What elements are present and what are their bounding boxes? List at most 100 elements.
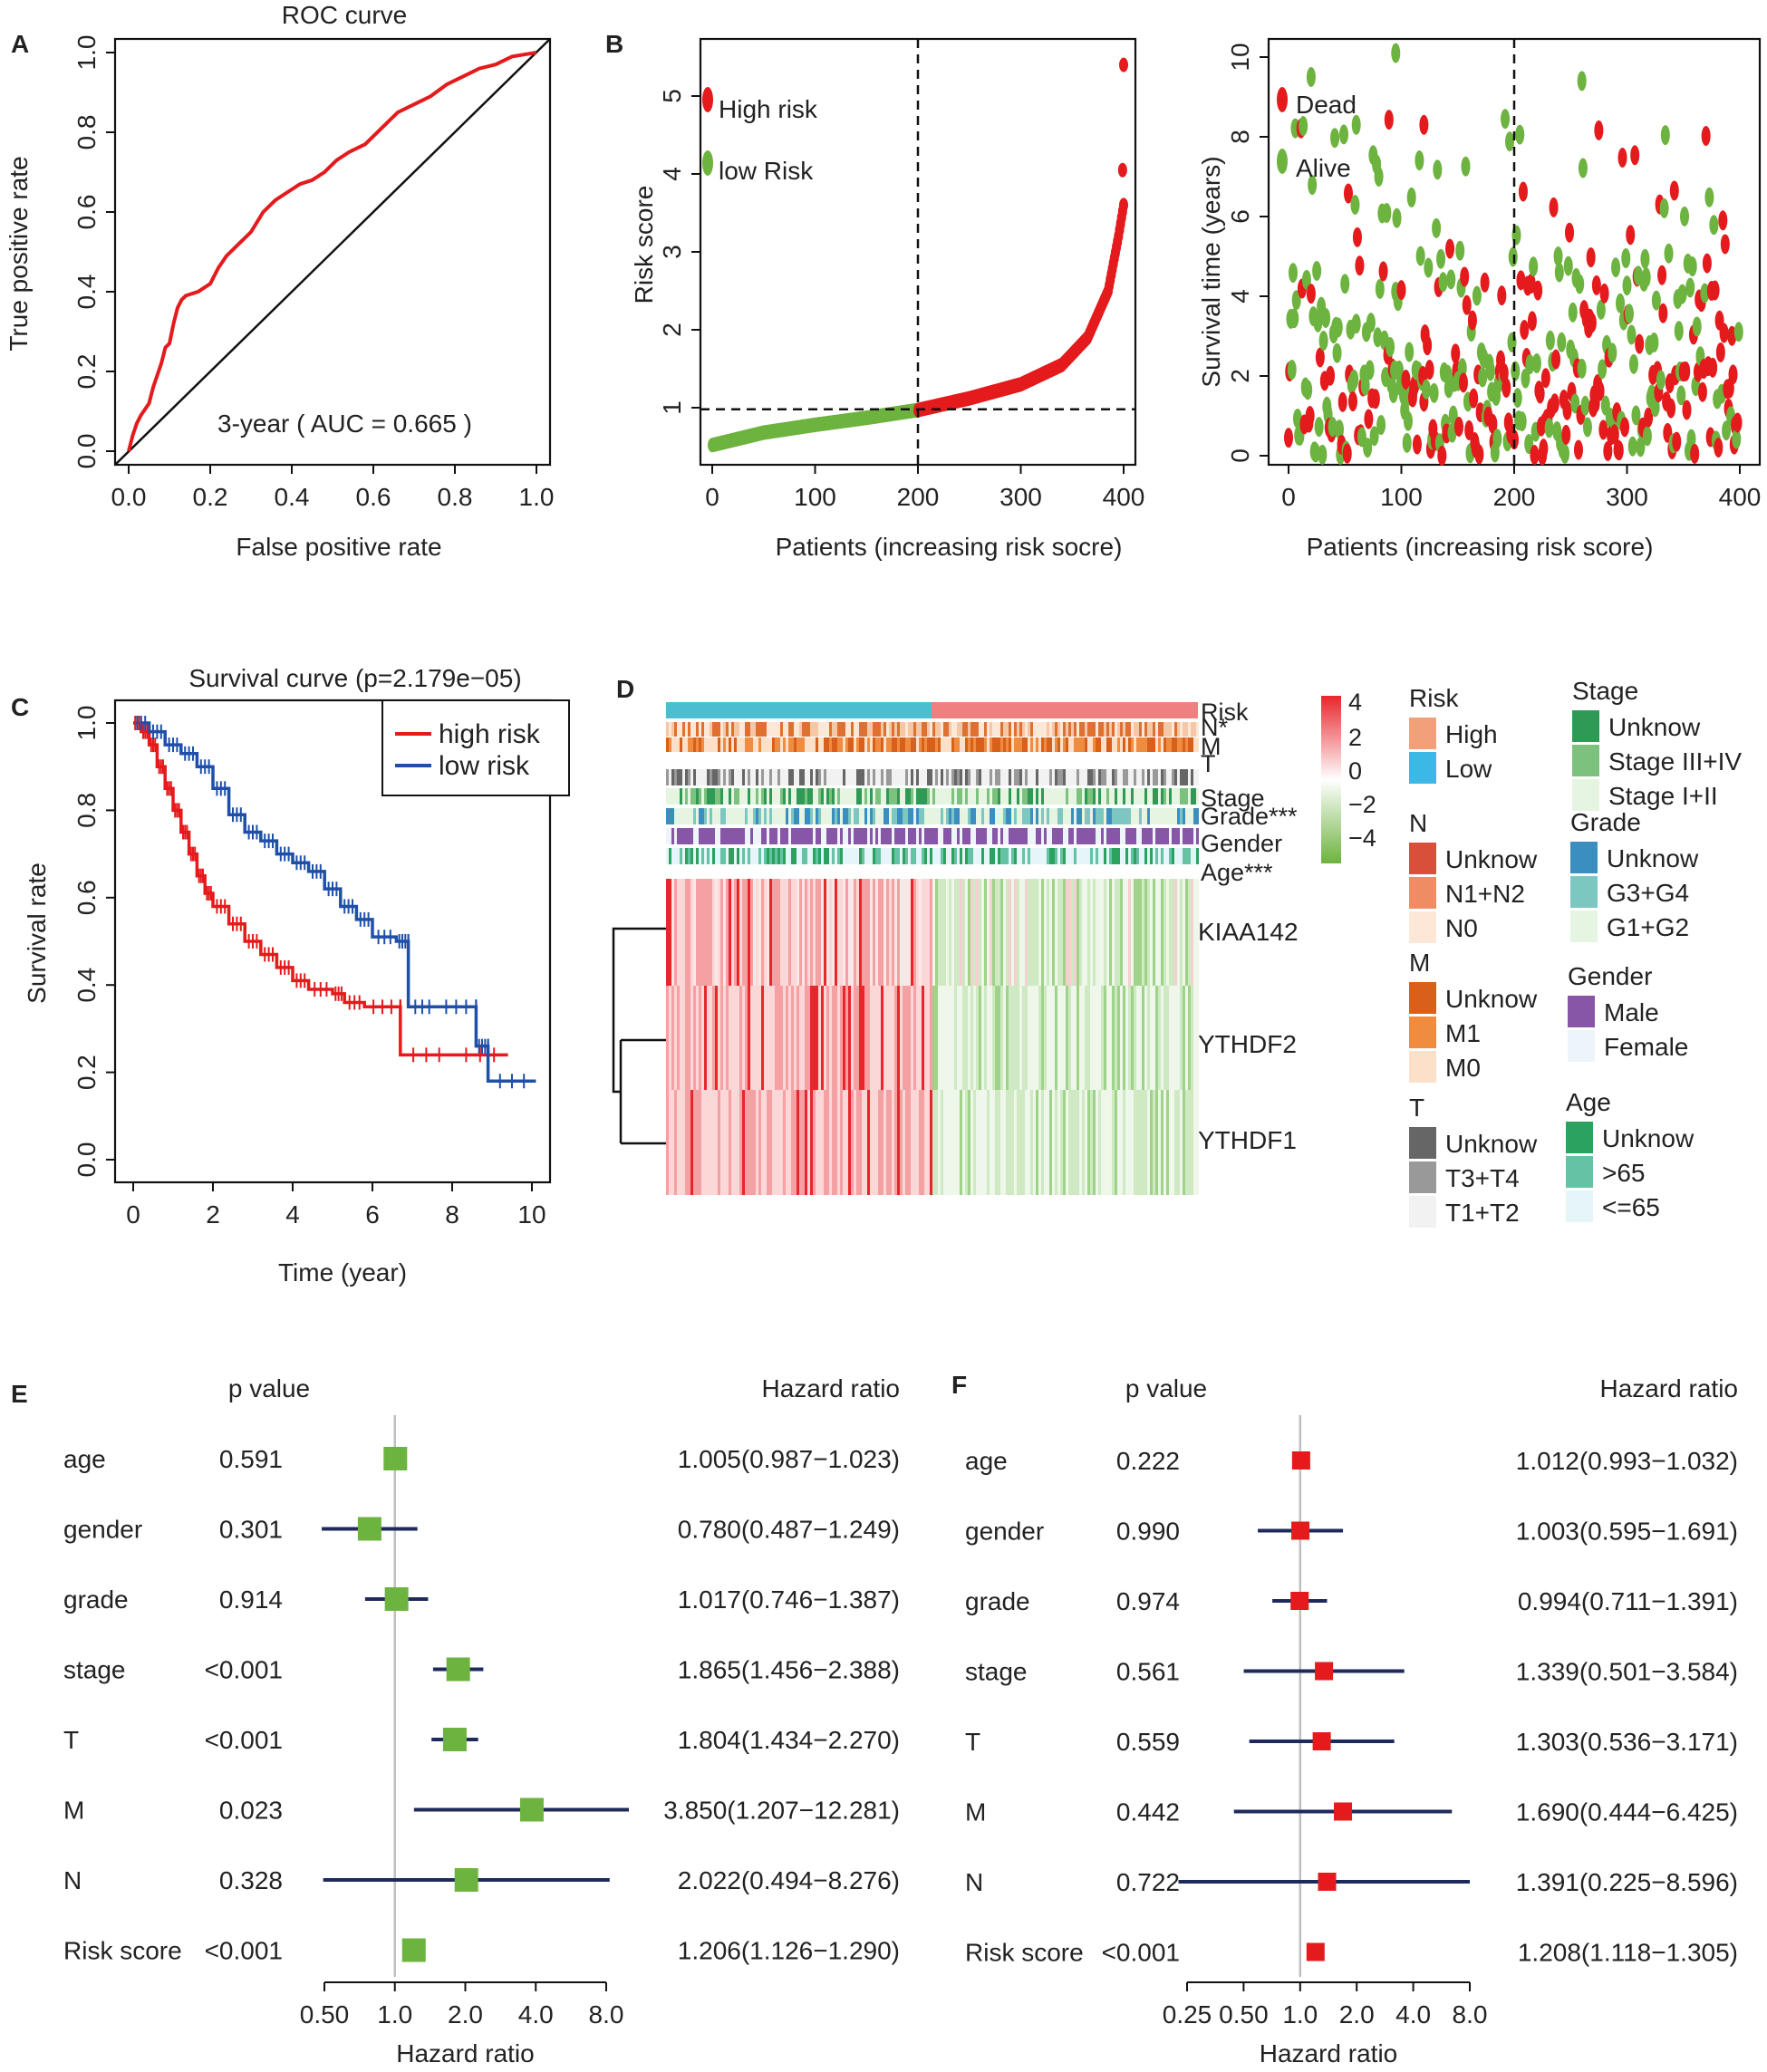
annotation-m-cell <box>685 737 688 752</box>
annotation-m-cell <box>726 737 729 752</box>
survival-time-point <box>1586 247 1596 268</box>
risk-xtick-label: 200 <box>897 483 940 511</box>
annotation-n-cell <box>1047 722 1049 737</box>
survival-time-point <box>1350 195 1360 216</box>
annotation-age-cell <box>970 848 973 864</box>
heatmap-cell <box>726 1090 729 1195</box>
annotation-n-cell <box>981 722 984 737</box>
heatmap-cell <box>916 986 919 1090</box>
annotation-gender-cell <box>731 828 734 844</box>
annotation-m-cell <box>1098 737 1101 752</box>
survival-time-point <box>1622 275 1632 296</box>
heatmap-cell <box>767 986 769 1090</box>
heatmap-cell <box>1142 986 1144 1090</box>
annotation-t-cell <box>1183 769 1185 785</box>
heatmap-cell <box>712 1090 715 1195</box>
annotation-age-cell <box>1117 848 1120 864</box>
annotation-m-cell <box>1131 737 1134 752</box>
annotation-t-cell <box>1009 769 1011 785</box>
heatmap-cell <box>690 1090 693 1195</box>
annotation-stage-cell <box>924 788 927 805</box>
heatmap-cell <box>674 986 677 1090</box>
heatmap-cell <box>1017 1090 1019 1195</box>
annotation-m-cell <box>962 737 965 752</box>
annotation-grade-cell <box>995 808 998 824</box>
annotation-t-cell <box>992 769 995 785</box>
annotation-gender-cell <box>875 828 878 844</box>
heatmap-cell <box>854 986 856 1090</box>
annotation-age-cell <box>905 848 908 864</box>
survival-time-point <box>1682 400 1692 420</box>
heatmap-cell <box>1193 879 1196 986</box>
annotation-n-cell <box>1033 722 1036 737</box>
annotation-n-cell <box>805 722 807 737</box>
annotation-grade-cell <box>981 808 984 824</box>
annotation-age-cell <box>742 848 745 864</box>
annotation-m-cell <box>1019 737 1022 752</box>
annotation-stage-cell <box>848 788 851 805</box>
survival-time-point <box>1284 428 1293 448</box>
annotation-n-cell <box>954 722 957 737</box>
survival-time-point <box>1403 410 1413 431</box>
survival-time-point <box>1714 437 1724 458</box>
annotation-stage-cell <box>1071 788 1074 805</box>
heatmap-cell <box>957 1090 960 1195</box>
annotation-m-cell <box>734 737 737 752</box>
legend-title: Age <box>1566 1088 1611 1116</box>
survival-time-point <box>1339 124 1349 145</box>
annotation-stage-cell <box>1096 788 1098 805</box>
annotation-stage-cell <box>900 788 903 805</box>
annotation-age-cell <box>946 848 949 864</box>
heatmap-cell <box>1055 986 1057 1090</box>
annotation-stage-cell <box>919 788 922 805</box>
annotation-m-cell <box>750 737 753 752</box>
heatmap-cell <box>829 986 832 1090</box>
annotation-gender-cell <box>837 828 840 844</box>
annotation-gender-cell <box>1153 828 1155 844</box>
annotation-age-cell <box>894 848 897 864</box>
annotation-age-cell <box>1074 848 1077 864</box>
annotation-age-cell <box>840 848 843 864</box>
annotation-t-cell <box>913 769 916 785</box>
panel-label-d: D <box>616 675 634 703</box>
annotation-n-cell <box>764 722 767 737</box>
annotation-t-cell <box>794 769 797 785</box>
annotation-t-cell <box>1188 769 1191 785</box>
survival-time-point <box>1535 383 1545 404</box>
annotation-n-cell <box>791 722 794 737</box>
annotation-t-cell <box>1036 769 1038 785</box>
annotation-gender-cell <box>897 828 900 844</box>
heatmap-cell <box>1174 986 1177 1090</box>
forest-row-label: stage <box>965 1658 1028 1686</box>
annotation-grade-cell <box>818 808 821 824</box>
annotation-m-cell <box>1174 737 1177 752</box>
annotation-stage-cell <box>750 788 753 805</box>
annotation-age-cell <box>802 848 805 864</box>
annotation-stage-cell <box>1134 788 1136 805</box>
annotation-grade-cell <box>1057 808 1060 824</box>
annotation-age-cell <box>1193 848 1196 864</box>
legend-dead: Dead <box>1296 91 1357 119</box>
legend-item-label: Unknow <box>1608 713 1701 741</box>
forest-row-hr-text: 1.206(1.126−1.290) <box>678 1937 900 1965</box>
annotation-t-cell <box>916 769 919 785</box>
legend-swatch <box>1409 1017 1436 1048</box>
annotation-gender-cell <box>1096 828 1098 844</box>
annotation-grade-cell <box>788 808 791 824</box>
survival-time-xlabel: Patients (increasing risk score) <box>1307 533 1654 561</box>
dendrogram-branch-root <box>612 927 666 1094</box>
survival-time-point <box>1480 272 1490 293</box>
annotation-age-cell <box>1079 848 1082 864</box>
annotation-grade-cell <box>976 808 979 824</box>
forest-row-label: M <box>965 1798 986 1826</box>
annotation-n-cell <box>935 722 938 737</box>
heatmap-cell <box>693 986 696 1090</box>
annotation-age-cell <box>854 848 856 864</box>
legend-item-label: Unknow <box>1445 1130 1538 1158</box>
annotation-stage-cell <box>826 788 829 805</box>
km-xtick-label: 6 <box>365 1200 380 1229</box>
annotation-grade-cell <box>1028 808 1030 824</box>
legend-swatch <box>1409 982 1436 1014</box>
annotation-m-cell <box>1049 737 1052 752</box>
annotation-age-cell <box>1090 848 1093 864</box>
